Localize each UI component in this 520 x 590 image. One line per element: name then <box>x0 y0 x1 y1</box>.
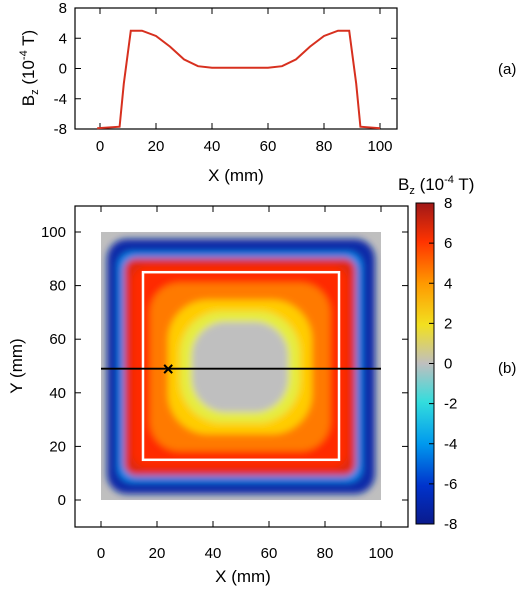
panel-a-x-tick-label: 40 <box>204 138 221 155</box>
colorbar-tick-label: 2 <box>444 315 452 332</box>
panel-b-x-tick-label: 60 <box>261 545 278 562</box>
panel-a-y-tick-label: 0 <box>59 61 67 78</box>
colorbar-tick-label: -2 <box>444 396 457 413</box>
panel-b-x-tick-label: 80 <box>317 545 334 562</box>
panel-a-y-tick-label: 8 <box>59 0 67 17</box>
panel-b-tag: (b) <box>498 360 516 377</box>
colorbar-tick-label: 0 <box>444 356 452 373</box>
panel-b-y-tick-label: 20 <box>49 438 66 455</box>
colorbar-tick-label: 8 <box>444 195 452 212</box>
panel-a-y-tick-label: -4 <box>54 91 67 108</box>
panel-a-x-axis-label: X (mm) <box>208 166 264 185</box>
panel-b-y-tick-label: 60 <box>49 331 66 348</box>
panel-b-y-axis-label: Y (mm) <box>7 338 26 393</box>
heatmap-layer-center <box>192 322 288 412</box>
colorbar-tick-label: -4 <box>444 436 457 453</box>
panel-a-y-axis-label: Bz (10-4 T) <box>18 30 41 106</box>
panel-b-y-ticks: 0 20 40 60 80 100 <box>41 224 408 509</box>
colorbar-tick-label: 4 <box>444 275 452 292</box>
panel-a-y-ticks: -8 -4 0 4 8 <box>54 0 397 138</box>
panel-a-x-ticks: 0 20 40 60 80 100 <box>96 8 393 155</box>
panel-a-y-tick-label: -8 <box>54 121 67 138</box>
cross-marker: × <box>163 360 174 381</box>
panel-a-series-line <box>97 29 381 130</box>
colorbar-tick-label: -8 <box>444 516 457 533</box>
panel-b-x-tick-label: 0 <box>97 545 105 562</box>
panel-a-x-tick-label: 0 <box>96 138 104 155</box>
colorbar-tick-label: -6 <box>444 476 457 493</box>
heatmap-layers <box>107 239 375 494</box>
panel-b-y-tick-label: 0 <box>58 492 66 509</box>
panel-b-x-tick-label: 20 <box>149 545 166 562</box>
panel-a-x-tick-label: 20 <box>148 138 165 155</box>
panel-b-x-tick-label: 40 <box>205 545 222 562</box>
panel-a-y-tick-label: 4 <box>59 30 67 47</box>
white-rectangle <box>141 270 341 462</box>
panel-b-y-tick-label: 100 <box>41 224 66 241</box>
panel-a-x-tick-label: 80 <box>316 138 333 155</box>
colorbar-title: Bz (10-4 T) <box>398 174 474 197</box>
panel-b-x-axis-label: X (mm) <box>215 567 271 586</box>
panel-a-tag: (a) <box>498 61 516 78</box>
panel-b-y-tick-label: 40 <box>49 385 66 402</box>
heatmap-field <box>101 232 381 500</box>
panel-b-y-tick-label: 80 <box>49 278 66 295</box>
panel-b-x-tick-label: 100 <box>368 545 393 562</box>
colorbar-tick-label: 6 <box>444 235 452 252</box>
panel-a-x-tick-label: 60 <box>260 138 277 155</box>
panel-b-frame <box>74 205 409 528</box>
colorbar-ticks: -8 -6 -4 -2 0 2 4 6 8 <box>429 195 457 533</box>
panel-a-x-tick-label: 100 <box>367 138 392 155</box>
panel-b-x-ticks: 0 20 40 60 80 100 <box>97 206 394 562</box>
